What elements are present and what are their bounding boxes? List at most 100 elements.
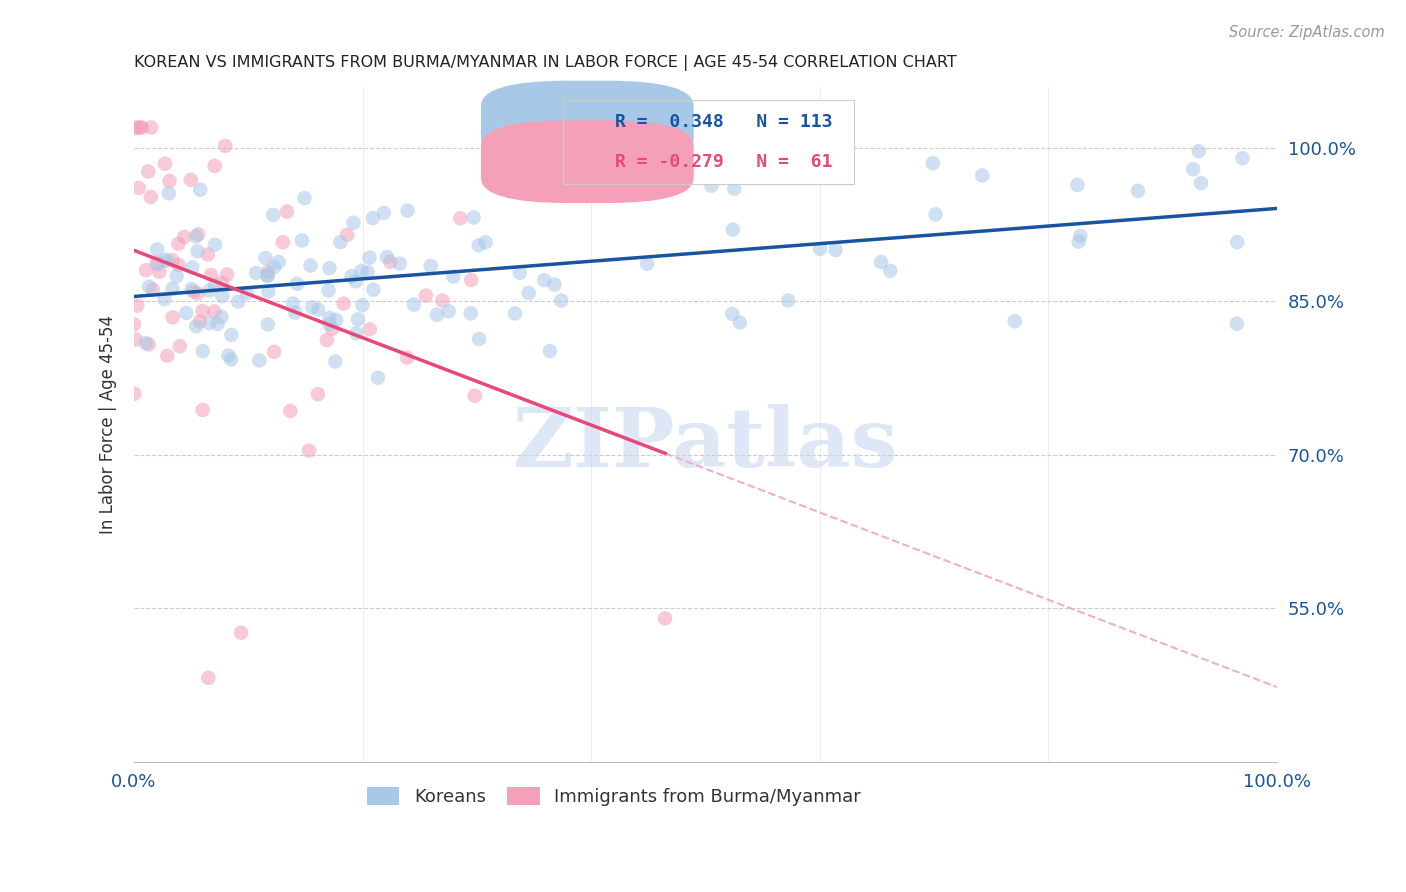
Point xyxy=(1126,184,1149,198)
Point xyxy=(229,625,252,640)
Point xyxy=(263,260,285,275)
Point xyxy=(187,286,209,301)
Point xyxy=(307,387,329,401)
Point xyxy=(1188,144,1211,158)
Point xyxy=(211,276,233,290)
Point xyxy=(136,164,159,178)
Point xyxy=(162,282,184,296)
Point xyxy=(808,242,831,256)
Point xyxy=(1066,178,1088,192)
Point xyxy=(350,264,373,278)
Point xyxy=(636,257,658,271)
Point xyxy=(184,229,207,244)
Point xyxy=(257,264,280,278)
Point xyxy=(463,211,485,225)
Point xyxy=(167,258,190,272)
Point xyxy=(157,186,180,201)
Point xyxy=(1182,162,1205,177)
Point xyxy=(344,274,367,288)
Point xyxy=(247,353,270,368)
Point xyxy=(188,314,211,328)
Point xyxy=(135,263,157,277)
Point xyxy=(221,327,243,342)
Point xyxy=(543,277,565,292)
Point xyxy=(257,318,280,332)
Point xyxy=(162,253,184,268)
Point xyxy=(139,120,162,135)
Point xyxy=(138,279,160,293)
Point xyxy=(419,259,441,273)
Point xyxy=(346,326,368,341)
Point xyxy=(211,310,233,324)
Point xyxy=(124,386,146,401)
Point xyxy=(156,349,179,363)
Point xyxy=(395,351,418,365)
Point xyxy=(131,120,153,135)
Point xyxy=(449,211,471,226)
Point xyxy=(550,293,572,308)
Point xyxy=(217,349,239,363)
Point xyxy=(426,308,449,322)
Point xyxy=(318,318,340,332)
Point xyxy=(347,312,370,326)
Point xyxy=(1069,228,1091,243)
Point xyxy=(352,298,374,312)
Point xyxy=(125,333,148,347)
Point xyxy=(145,256,167,270)
Point xyxy=(329,235,352,249)
Point xyxy=(388,256,411,270)
Point xyxy=(124,121,146,136)
Point xyxy=(167,236,190,251)
Point xyxy=(363,283,385,297)
Point xyxy=(204,278,226,293)
Point xyxy=(155,252,177,267)
Point xyxy=(204,237,226,252)
Point xyxy=(318,310,340,325)
Point xyxy=(198,284,221,298)
Point xyxy=(503,306,526,320)
Point xyxy=(1067,235,1090,249)
Point xyxy=(245,266,267,280)
Point xyxy=(214,138,236,153)
Point xyxy=(721,307,744,321)
Point xyxy=(197,671,219,685)
Text: ZIPatlas: ZIPatlas xyxy=(513,404,898,484)
Text: KOREAN VS IMMIGRANTS FROM BURMA/MYANMAR IN LABOR FORCE | AGE 45-54 CORRELATION C: KOREAN VS IMMIGRANTS FROM BURMA/MYANMAR … xyxy=(134,55,956,71)
Point xyxy=(396,203,419,218)
Point xyxy=(367,371,389,385)
Point xyxy=(181,285,204,299)
Point xyxy=(318,284,340,298)
Point xyxy=(460,306,482,320)
Point xyxy=(879,264,901,278)
Point xyxy=(402,297,425,311)
Point xyxy=(142,283,165,297)
Point xyxy=(824,243,846,257)
Point xyxy=(211,289,233,303)
Y-axis label: In Labor Force | Age 45-54: In Labor Force | Age 45-54 xyxy=(100,315,117,533)
Point xyxy=(226,294,249,309)
Point xyxy=(778,293,800,308)
Point xyxy=(202,304,225,318)
Point xyxy=(169,339,191,353)
Point xyxy=(723,182,745,196)
Point xyxy=(870,255,893,269)
Point xyxy=(548,168,571,182)
Point xyxy=(188,183,211,197)
Point xyxy=(276,204,298,219)
Point xyxy=(533,273,555,287)
Point xyxy=(191,403,214,417)
Point xyxy=(148,265,170,279)
Point xyxy=(728,315,751,329)
Point xyxy=(700,178,723,193)
Point xyxy=(460,273,482,287)
Point xyxy=(361,211,384,226)
Point xyxy=(254,251,277,265)
Point xyxy=(1232,151,1254,165)
Point xyxy=(281,296,304,310)
Text: Source: ZipAtlas.com: Source: ZipAtlas.com xyxy=(1229,25,1385,40)
Point xyxy=(139,190,162,204)
Point xyxy=(256,268,278,283)
Point xyxy=(375,250,398,264)
Point xyxy=(186,319,208,334)
Point xyxy=(332,296,354,310)
